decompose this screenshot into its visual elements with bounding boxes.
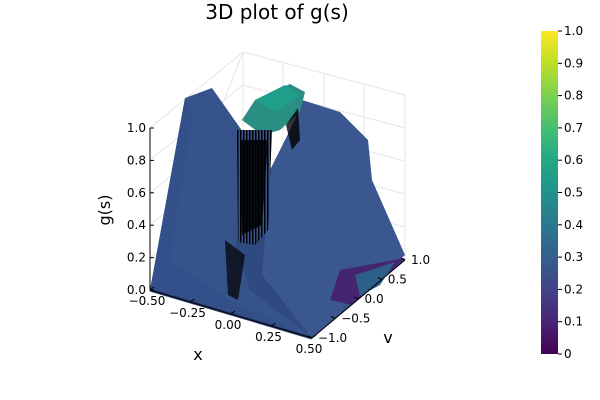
y-axis-label: v bbox=[383, 328, 392, 347]
x-tick-label: −0.50 bbox=[129, 294, 166, 308]
z-tick-label: 0.2 bbox=[127, 251, 146, 265]
x-tick-mark bbox=[271, 322, 276, 327]
x-tick-mark bbox=[149, 286, 155, 291]
colorbar-ticks: 0 0.1 0.2 0.3 0.4 0.5 0.6 0.7 0.8 0.9 1.0 bbox=[558, 24, 583, 361]
colorbar-tick-label: 0 bbox=[564, 347, 572, 361]
x-tick-mark bbox=[190, 298, 195, 303]
x-axis-ticks: −0.50−0.25 0.00 0.25 0.50 bbox=[129, 286, 323, 356]
chart-title: 3D plot of g(s) bbox=[205, 0, 349, 24]
y-tick-label: 0.0 bbox=[365, 292, 384, 306]
y-tick-mark bbox=[354, 296, 359, 300]
y-tick-label: 0.5 bbox=[388, 273, 407, 287]
surface-low-band bbox=[355, 262, 395, 296]
surface-shade-left bbox=[150, 98, 312, 338]
z-tick-label: 0.4 bbox=[127, 218, 146, 232]
colorbar-tick-label: 0.3 bbox=[564, 250, 583, 264]
x-tick-label: 0.50 bbox=[296, 342, 323, 356]
colorbar-tick-label: 0.6 bbox=[564, 153, 583, 167]
z-axis-ticks: 0.0 0.2 0.4 0.6 0.8 1.0 bbox=[127, 121, 154, 297]
colorbar-tick-label: 0.8 bbox=[564, 89, 583, 103]
z-tick-label: 0.0 bbox=[127, 283, 146, 297]
colorbar bbox=[541, 31, 558, 354]
colorbar-tick-label: 0.1 bbox=[564, 315, 583, 329]
colorbar-tick-label: 1.0 bbox=[564, 24, 583, 38]
y-tick-mark bbox=[377, 277, 382, 280]
surface-black-core bbox=[240, 140, 268, 235]
x-axis-label: x bbox=[193, 345, 202, 364]
x-tick-label: 0.00 bbox=[215, 318, 242, 332]
surface-ridge-top bbox=[255, 85, 300, 112]
z-tick-label: 0.8 bbox=[127, 153, 146, 167]
y-tick-mark bbox=[400, 257, 406, 261]
x-tick-mark bbox=[230, 310, 236, 315]
z-tick-label: 0.6 bbox=[127, 186, 146, 200]
z-tick-label: 1.0 bbox=[127, 121, 146, 135]
x-tick-label: −0.25 bbox=[169, 306, 206, 320]
y-tick-mark bbox=[307, 335, 313, 339]
colorbar-tick-label: 0.7 bbox=[564, 121, 583, 135]
colorbar-tick-label: 0.2 bbox=[564, 282, 583, 296]
colorbar-tick-label: 0.5 bbox=[564, 186, 583, 200]
z-axis-label: g(s) bbox=[95, 195, 114, 226]
y-tick-label: −0.5 bbox=[341, 312, 370, 326]
y-tick-mark bbox=[331, 316, 336, 319]
surface bbox=[149, 84, 405, 340]
y-axis-ticks: −1.0 −0.5 0.0 0.5 1.0 bbox=[307, 253, 430, 345]
x-tick-label: 0.25 bbox=[255, 330, 282, 344]
surface-dip bbox=[286, 108, 300, 150]
colorbar-tick-label: 0.4 bbox=[564, 218, 583, 232]
y-tick-label: 1.0 bbox=[411, 253, 430, 267]
colorbar-tick-label: 0.9 bbox=[564, 56, 583, 70]
surface-dark-streak bbox=[225, 240, 245, 300]
x-tick-mark bbox=[311, 334, 317, 339]
y-tick-label: −1.0 bbox=[318, 331, 347, 345]
